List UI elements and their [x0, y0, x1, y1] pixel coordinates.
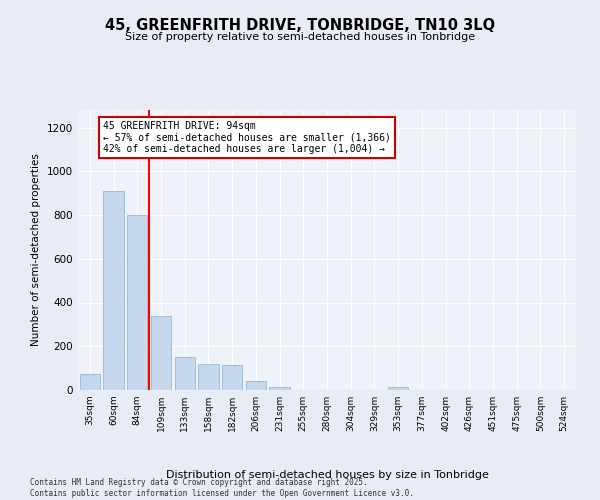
Bar	[151, 316, 171, 390]
Bar	[222, 365, 242, 390]
Bar	[103, 191, 124, 390]
Bar	[199, 364, 218, 390]
X-axis label: Distribution of semi-detached houses by size in Tonbridge: Distribution of semi-detached houses by …	[166, 470, 488, 480]
Bar	[269, 386, 290, 390]
Text: Contains HM Land Registry data © Crown copyright and database right 2025.
Contai: Contains HM Land Registry data © Crown c…	[30, 478, 414, 498]
Text: Size of property relative to semi-detached houses in Tonbridge: Size of property relative to semi-detach…	[125, 32, 475, 42]
Bar	[388, 386, 408, 390]
Text: 45 GREENFRITH DRIVE: 94sqm
← 57% of semi-detached houses are smaller (1,366)
42%: 45 GREENFRITH DRIVE: 94sqm ← 57% of semi…	[103, 121, 391, 154]
Bar	[80, 374, 100, 390]
Text: 45, GREENFRITH DRIVE, TONBRIDGE, TN10 3LQ: 45, GREENFRITH DRIVE, TONBRIDGE, TN10 3L…	[105, 18, 495, 32]
Bar	[127, 215, 148, 390]
Bar	[246, 381, 266, 390]
Bar	[175, 357, 195, 390]
Y-axis label: Number of semi-detached properties: Number of semi-detached properties	[31, 154, 41, 346]
